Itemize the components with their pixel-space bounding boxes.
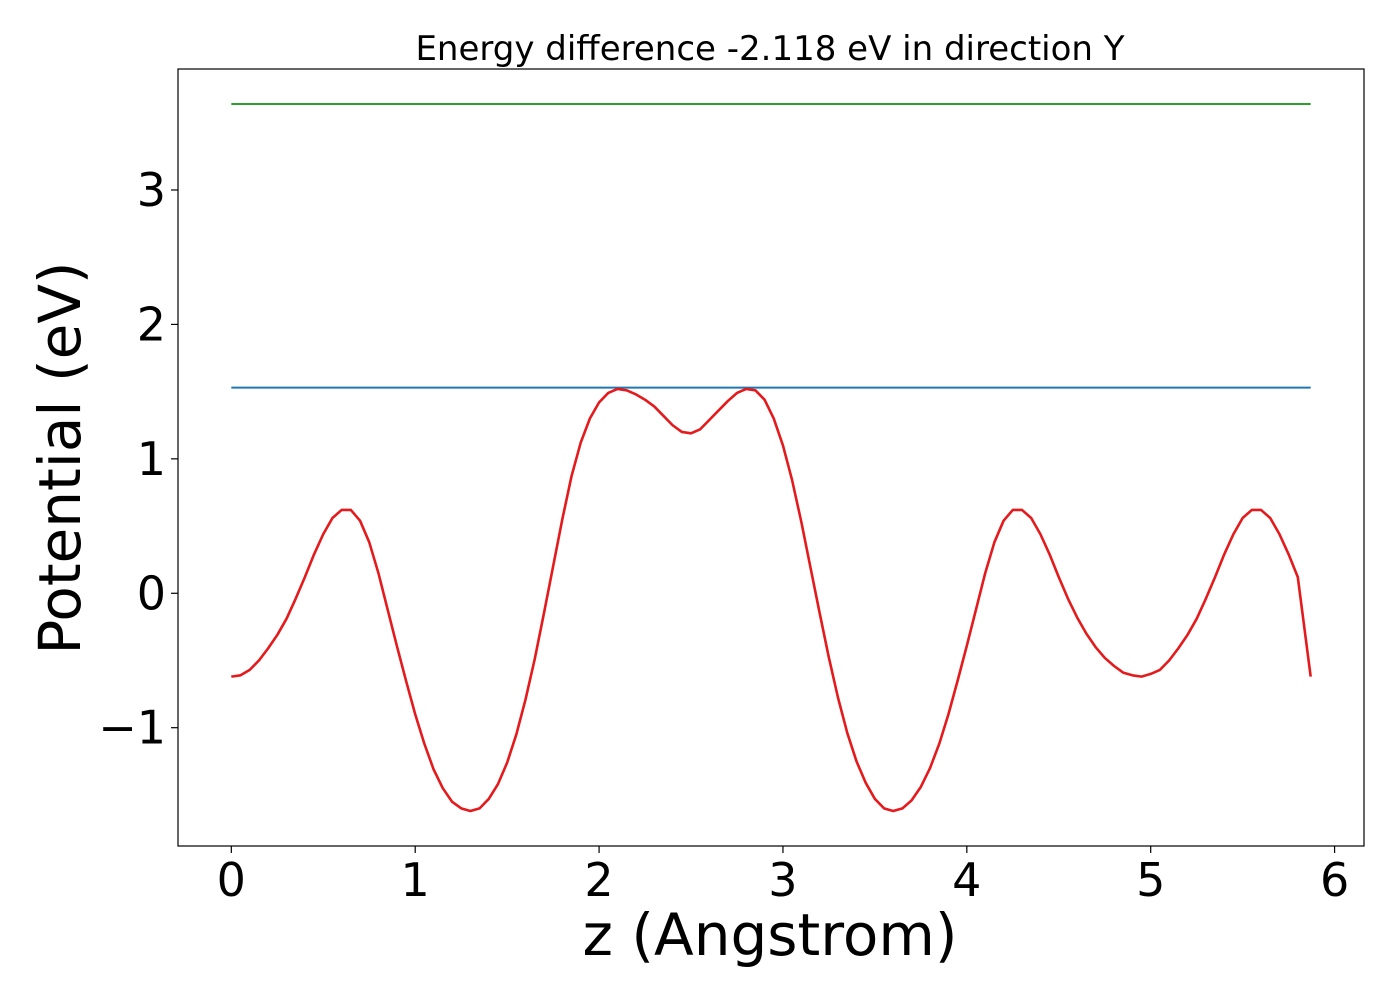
series-line-2 <box>231 387 1312 813</box>
chart-title: Energy difference -2.118 eV in direction… <box>415 29 1124 69</box>
x-tick-label: 4 <box>952 853 981 907</box>
y-axis-ticks: −1 0 1 2 3 <box>98 163 178 755</box>
y-tick-label: 2 <box>137 297 166 351</box>
plot-lines <box>231 102 1312 813</box>
x-tick-label: 3 <box>768 853 797 907</box>
x-axis-label: z (Angstrom) <box>583 901 958 969</box>
y-tick-label: 1 <box>137 432 166 486</box>
x-tick-label: 2 <box>584 853 613 907</box>
x-tick-label: 0 <box>217 853 246 907</box>
plot-frame <box>177 68 1365 847</box>
y-tick-label: 0 <box>137 566 166 620</box>
x-tick-label: 6 <box>1320 853 1349 907</box>
y-tick-label: −1 <box>98 701 166 755</box>
x-tick-label: 1 <box>401 853 430 907</box>
x-axis-ticks: 0 1 2 3 4 5 6 <box>217 846 1349 907</box>
x-tick-label: 5 <box>1136 853 1165 907</box>
y-axis-label: Potential (eV) <box>26 261 94 654</box>
y-tick-label: 3 <box>137 163 166 217</box>
